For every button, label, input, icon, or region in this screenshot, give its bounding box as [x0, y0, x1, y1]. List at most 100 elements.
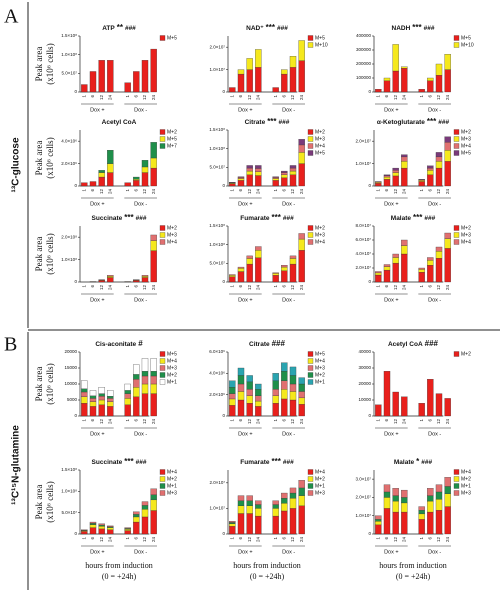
bar-segment — [133, 179, 140, 181]
bar-segment — [133, 514, 140, 518]
significance-mark: * — [416, 457, 420, 466]
bar-segment — [383, 77, 391, 81]
bar-segment — [246, 381, 253, 390]
bar-segment — [272, 178, 279, 181]
bar-segment — [444, 69, 451, 93]
legend-swatch — [307, 358, 314, 364]
bar-segment — [444, 136, 451, 143]
bar-segment — [150, 250, 157, 283]
group-label: Dox + — [90, 201, 105, 207]
legend-swatch — [159, 239, 166, 245]
bar-segment — [89, 521, 97, 524]
x-tick-label: 12 — [247, 419, 252, 425]
bar-segment — [246, 500, 253, 506]
bar-segment — [435, 75, 443, 93]
bar-segment — [150, 499, 157, 511]
group-label: Dox - — [428, 297, 441, 303]
bar-segment — [281, 69, 288, 75]
bar-segment — [281, 174, 288, 178]
y-tick-label: 30000 — [358, 365, 371, 370]
x-tick-label: 12 — [142, 95, 147, 101]
bar-segment — [150, 167, 157, 187]
bar-segment — [401, 396, 408, 417]
y-tick-label: 0 — [222, 183, 225, 188]
bar-segment — [81, 380, 88, 389]
bar-segment — [427, 80, 434, 93]
bar-segment — [255, 171, 262, 176]
group-label: Dox - — [428, 431, 441, 437]
legend-label: M+4 — [315, 239, 325, 245]
bar-segment — [107, 276, 114, 278]
legend-label: M+5 — [167, 351, 177, 357]
bar-segment — [150, 371, 157, 377]
legend-swatch — [453, 469, 460, 475]
chart-title: Cis-aconitate # — [95, 339, 143, 348]
legend-label: M+2 — [315, 372, 325, 378]
bar-segment — [107, 390, 114, 397]
bar-segment — [246, 375, 253, 383]
bar-segment — [89, 406, 97, 417]
y-tick-label: 5.0×10⁷ — [209, 261, 225, 266]
x-tick-label: 6 — [282, 537, 287, 540]
bar-segment — [435, 251, 443, 259]
bar-segment — [237, 500, 245, 506]
bar-segment — [107, 150, 114, 164]
legend-label: M+2 — [167, 476, 177, 482]
bar-segment — [237, 495, 245, 501]
y-tick-label: 10000 — [64, 381, 77, 386]
y-axis-label: Peak area — [34, 367, 44, 402]
legend-swatch — [159, 379, 166, 385]
bar-segment — [281, 172, 288, 175]
bar-segment — [98, 524, 105, 527]
legend-label: M+10 — [461, 42, 474, 48]
bar-segment — [298, 495, 305, 506]
x-tick-label: 6 — [428, 95, 433, 98]
group-label: Dox + — [90, 431, 105, 437]
chart-title-text: Citrate — [245, 119, 266, 126]
bar-segment — [98, 526, 105, 530]
bar-segment — [272, 87, 279, 93]
x-tick-label: 6 — [90, 419, 95, 422]
y-tick-label: 1.5×10⁸ — [61, 467, 77, 472]
bar-segment — [133, 387, 140, 397]
y-tick-label: 40000 — [358, 349, 371, 354]
bar-segment — [272, 403, 279, 417]
y-tick-label: 0 — [368, 279, 371, 284]
legend-swatch — [307, 42, 314, 48]
legend-swatch — [453, 232, 460, 238]
group-label: Dox - — [282, 549, 295, 555]
y-tick-label: 0 — [74, 413, 77, 418]
bar-segment — [427, 260, 434, 266]
bar-segment — [392, 172, 399, 177]
bar-segment — [141, 166, 149, 173]
bar-segment — [237, 505, 245, 514]
bar-segment — [89, 523, 97, 525]
y-tick-label: 1.0×10⁸ — [209, 242, 225, 247]
x-tick-label: 1 — [273, 537, 278, 540]
bar-segment — [98, 387, 105, 394]
legend-swatch — [159, 365, 166, 371]
bar-segment — [255, 49, 262, 68]
x-tick-label: 6 — [90, 95, 95, 98]
legend-swatch — [307, 150, 314, 156]
bar-segment — [281, 270, 288, 283]
bar-segment — [98, 172, 105, 178]
legend-swatch — [307, 129, 314, 135]
legend-label: M+3 — [315, 490, 325, 496]
bar-segment — [255, 400, 262, 407]
bar-segment — [418, 513, 425, 520]
bar-segment — [383, 266, 391, 271]
x-tick-label: 6 — [238, 95, 243, 98]
legend-swatch — [453, 490, 460, 496]
bar-segment — [298, 480, 305, 489]
legend-label: M+2 — [167, 225, 177, 231]
x-tick-label: 1 — [82, 285, 87, 288]
bar-segment — [255, 389, 262, 396]
x-tick-label: 1 — [419, 95, 424, 98]
x-tick-label: 12 — [99, 189, 104, 195]
chart-title-text: Succinate — [92, 215, 123, 222]
x-axis-label: (0 = +24h) — [250, 572, 285, 581]
bar-segment — [133, 511, 140, 515]
bar-segment — [150, 488, 157, 495]
bar-segment — [289, 258, 297, 265]
